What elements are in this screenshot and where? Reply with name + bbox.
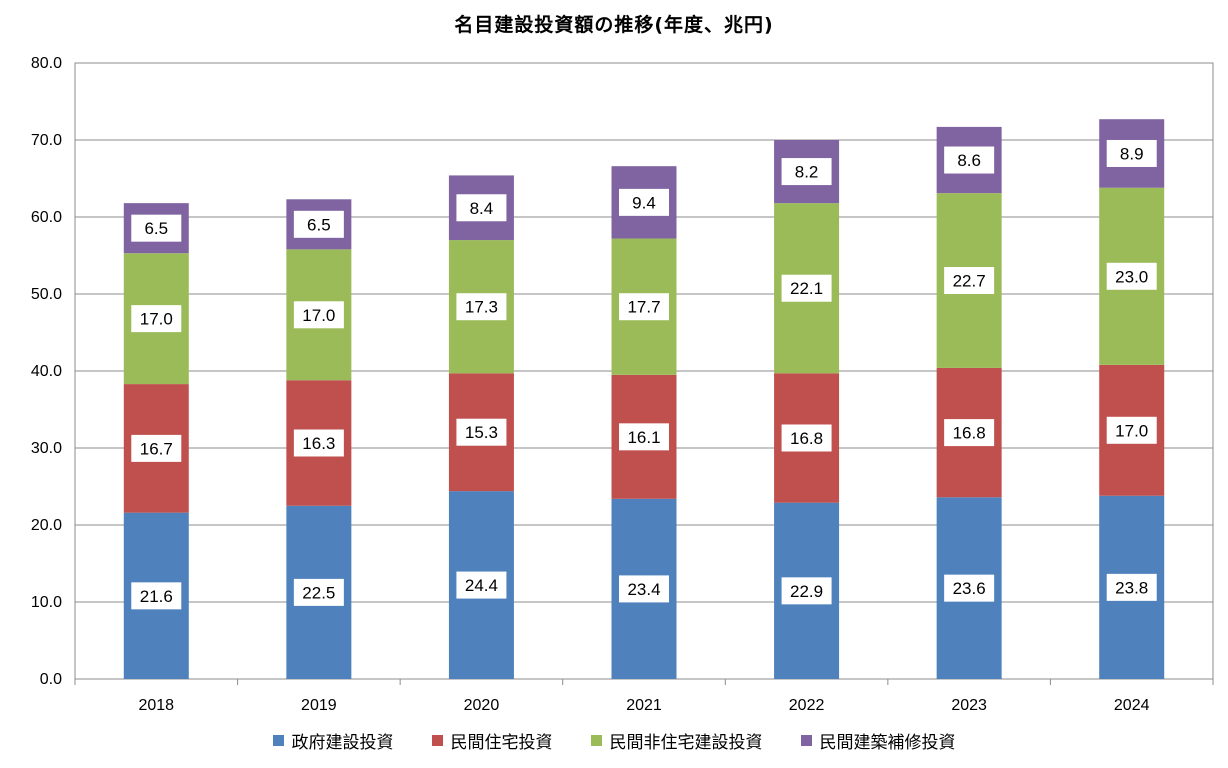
data-label: 16.1: [627, 428, 660, 447]
data-label: 22.1: [790, 279, 823, 298]
data-label-box: [293, 578, 344, 606]
data-label: 23.6: [953, 579, 986, 598]
data-label-box: [1106, 262, 1157, 290]
x-tick-label: 2024: [1114, 697, 1150, 714]
data-label-box: [131, 434, 182, 462]
x-tick-label: 2018: [138, 697, 174, 714]
data-label: 22.5: [302, 583, 335, 602]
data-label: 23.8: [1115, 578, 1148, 597]
data-label: 17.0: [1115, 421, 1148, 440]
data-label-box: [456, 194, 507, 222]
data-label-box: [456, 293, 507, 321]
data-label-box: [619, 575, 669, 603]
data-label-box: [456, 418, 507, 446]
legend-swatch: [431, 735, 443, 746]
data-label-box: [131, 305, 182, 333]
legend-label: 民間建築補修投資: [819, 733, 956, 753]
legend-item: 政府建設投資: [272, 728, 394, 753]
data-label: 8.6: [957, 151, 981, 170]
data-label-box: [293, 429, 344, 457]
y-tick-label: 30.0: [31, 440, 62, 457]
data-label: 22.7: [953, 272, 986, 291]
data-label-box: [944, 146, 995, 174]
x-tick-label: 2019: [301, 697, 337, 714]
legend-label: 政府建設投資: [291, 733, 394, 753]
data-label: 6.5: [307, 215, 331, 234]
data-label-box: [781, 158, 832, 186]
x-tick-label: 2020: [464, 697, 500, 714]
data-label-box: [944, 419, 995, 447]
data-label: 23.0: [1115, 267, 1148, 286]
data-label-box: [293, 210, 344, 238]
data-label-box: [944, 267, 995, 295]
y-tick-label: 80.0: [31, 55, 62, 72]
data-label: 6.5: [144, 219, 168, 238]
legend-item: 民間住宅投資: [431, 728, 553, 753]
data-label: 16.8: [790, 429, 823, 448]
data-label-box: [456, 571, 507, 599]
y-tick-label: 60.0: [31, 209, 62, 226]
x-tick-label: 2021: [626, 697, 662, 714]
data-label: 8.9: [1120, 144, 1144, 163]
chart-legend: 政府建設投資 民間住宅投資 民間非住宅建設投資 民間建築補修投資: [0, 728, 1228, 753]
data-label-box: [1106, 416, 1157, 444]
data-label-box: [619, 423, 669, 451]
data-label: 16.8: [953, 424, 986, 443]
chart-title: 名目建設投資額の推移(年度、兆円): [454, 14, 774, 36]
y-tick-label: 70.0: [31, 132, 62, 149]
data-label: 17.7: [627, 298, 660, 317]
data-label-box: [131, 582, 182, 610]
x-tick-label: 2022: [789, 697, 825, 714]
data-label: 23.4: [627, 580, 660, 599]
data-label: 16.7: [140, 439, 173, 458]
y-tick-label: 40.0: [31, 363, 62, 380]
data-label: 17.0: [302, 306, 335, 325]
legend-swatch: [800, 735, 812, 746]
legend-swatch: [590, 735, 602, 746]
data-label-box: [944, 574, 995, 602]
data-label: 16.3: [302, 434, 335, 453]
legend-swatch: [272, 735, 284, 746]
y-tick-label: 10.0: [31, 594, 62, 611]
legend-item: 民間建築補修投資: [800, 728, 956, 753]
legend-label: 民間非住宅建設投資: [609, 733, 763, 753]
data-label-box: [1106, 139, 1157, 167]
data-label-box: [293, 301, 344, 329]
data-label: 8.4: [470, 199, 494, 218]
data-label-box: [131, 214, 182, 242]
legend-item: 民間非住宅建設投資: [590, 728, 763, 753]
data-label-box: [781, 577, 832, 605]
data-label: 15.3: [465, 423, 498, 442]
legend-label: 民間住宅投資: [450, 733, 553, 753]
data-label: 8.2: [795, 163, 819, 182]
data-label-box: [781, 274, 832, 302]
y-tick-label: 20.0: [31, 517, 62, 534]
data-label: 22.9: [790, 582, 823, 601]
data-label-box: [781, 424, 832, 452]
data-label-box: [619, 188, 669, 216]
data-label-box: [1106, 573, 1157, 601]
x-tick-label: 2023: [951, 697, 987, 714]
y-tick-label: 50.0: [31, 286, 62, 303]
data-label: 21.6: [140, 587, 173, 606]
data-label: 9.4: [632, 193, 656, 212]
data-label-box: [619, 293, 669, 321]
data-label: 17.3: [465, 298, 498, 317]
data-label: 24.4: [465, 576, 498, 595]
y-tick-label: 0.0: [40, 671, 62, 688]
data-label: 17.0: [140, 310, 173, 329]
